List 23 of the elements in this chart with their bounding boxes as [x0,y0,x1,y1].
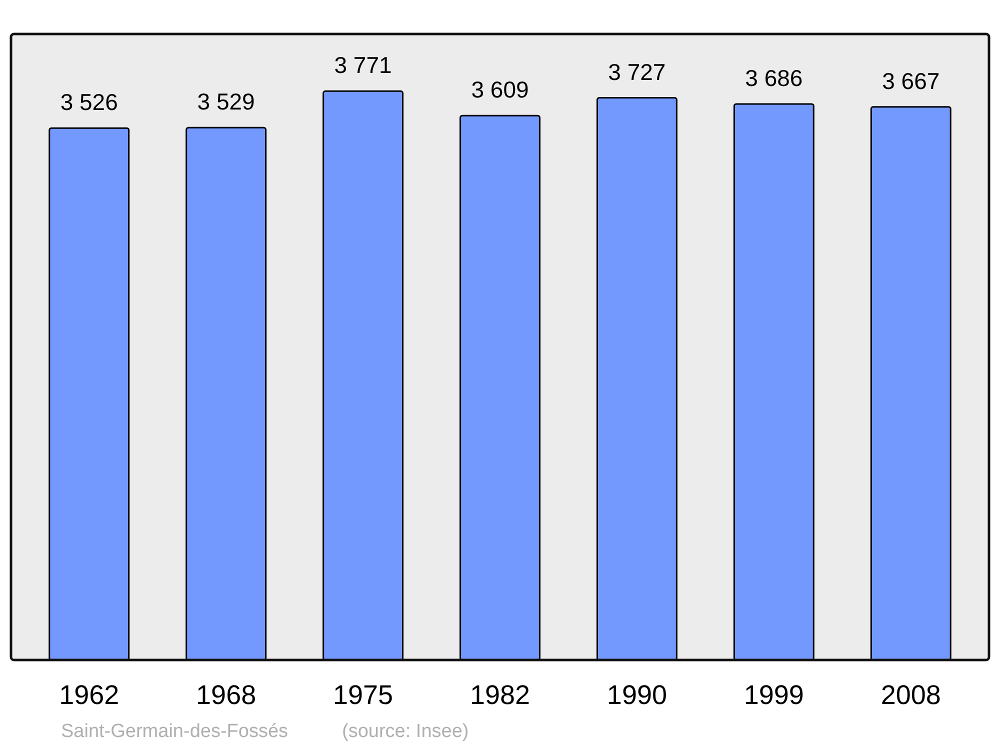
x-tick-label: 1999 [744,680,804,710]
x-tick-label: 1990 [606,680,667,710]
data-label: 3 667 [882,68,940,94]
bar [733,103,814,661]
x-tick-label: 1968 [196,680,256,710]
data-label: 3 686 [745,64,803,91]
x-tick-label: 2008 [880,680,941,710]
bar [186,126,267,661]
data-label: 3 771 [334,52,392,78]
x-tick-label: 1962 [59,680,120,710]
x-tick-label: 1982 [470,680,530,710]
text: (source: Insee) [342,721,469,742]
data-label: 3 526 [60,89,118,116]
bar [870,106,952,661]
data-label: 3 609 [471,76,529,103]
bar [460,114,540,661]
x-tick-label: 1975 [333,680,394,710]
bar [48,127,130,661]
bar [322,90,404,661]
text: Saint-Germain-des-Fossés [61,721,288,742]
data-label: 3 529 [197,88,255,115]
data-label: 3 727 [608,58,666,85]
bar [596,97,678,661]
